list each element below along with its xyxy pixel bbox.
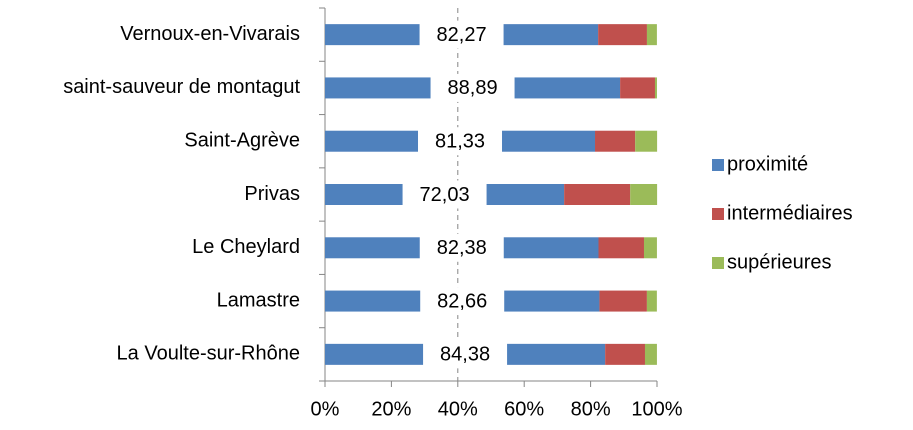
- data-label: 81,33: [435, 130, 485, 152]
- data-label-box: [423, 340, 508, 369]
- y-tick-label: saint-sauveur de montagut: [63, 76, 300, 98]
- legend-swatch: [712, 257, 724, 269]
- y-tick-label: Privas: [244, 183, 300, 205]
- x-tick-label: 80%: [571, 398, 611, 420]
- legend-swatch: [712, 208, 724, 220]
- x-tick-label: 20%: [371, 398, 411, 420]
- bar-segment: [630, 184, 658, 205]
- y-tick-label: La Voulte-sur-Rhône: [117, 343, 300, 365]
- data-label-box: [430, 73, 515, 102]
- bar-segment: [643, 237, 657, 259]
- bar-segment: [635, 130, 658, 152]
- y-tick-label: Le Cheylard: [192, 236, 300, 258]
- data-label: 88,89: [448, 77, 498, 99]
- data-label: 82,27: [437, 24, 487, 46]
- bar-segment: [605, 343, 645, 365]
- legend-label: intermédiaires: [727, 202, 853, 224]
- bar-segment: [564, 184, 631, 205]
- data-label-box: [420, 287, 505, 316]
- bar-segment: [595, 130, 636, 152]
- data-label: 82,66: [437, 290, 487, 312]
- data-label-box: [402, 180, 487, 209]
- data-label-box: [418, 127, 503, 156]
- bar-segment: [644, 343, 657, 365]
- bar-segment: [646, 24, 657, 46]
- y-tick-label: Lamastre: [217, 289, 300, 311]
- legend-label: proximité: [727, 153, 808, 175]
- x-tick-label: 100%: [631, 398, 682, 420]
- x-tick-label: 0%: [311, 398, 340, 420]
- legend-label: supérieures: [727, 251, 832, 273]
- bar-segment: [598, 237, 644, 259]
- y-tick-label: Vernoux-en-Vivarais: [120, 23, 300, 45]
- x-tick-label: 60%: [504, 398, 544, 420]
- bar-segment: [598, 24, 647, 46]
- data-label: 84,38: [440, 344, 490, 366]
- bar-segment: [654, 77, 657, 99]
- data-label: 82,38: [437, 237, 487, 259]
- bar-segment: [620, 77, 655, 99]
- legend-swatch: [712, 159, 724, 171]
- data-label: 72,03: [420, 184, 470, 206]
- bar-segment: [646, 290, 657, 312]
- y-tick-label: Saint-Agrève: [184, 129, 300, 151]
- data-label-box: [419, 20, 504, 49]
- data-label-box: [419, 233, 504, 262]
- x-tick-label: 40%: [438, 398, 478, 420]
- bar-segment: [599, 290, 647, 312]
